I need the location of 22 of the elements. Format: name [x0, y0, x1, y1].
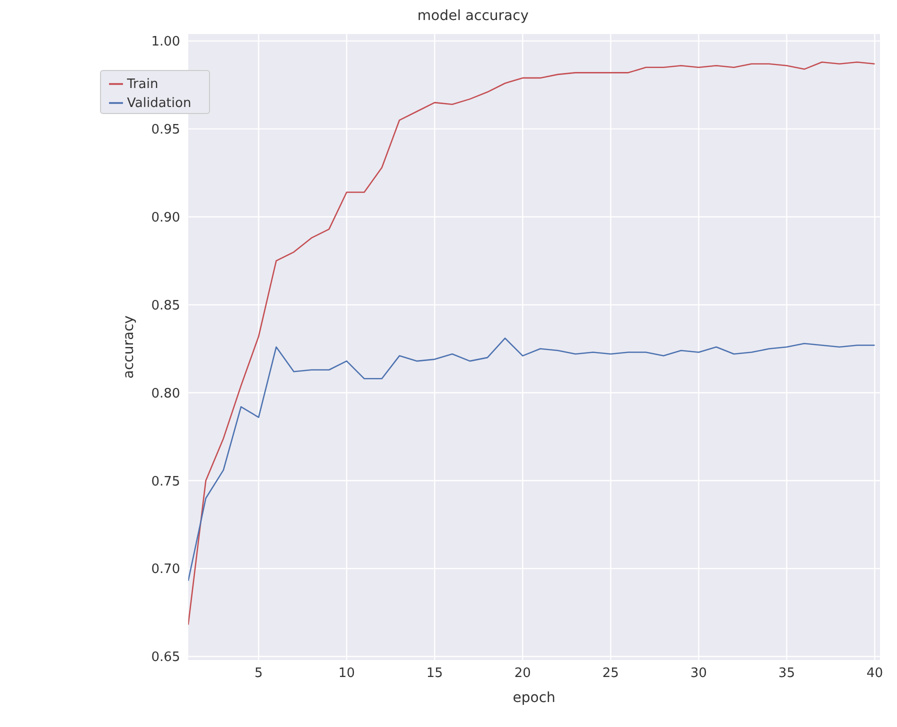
x-tick-label: 15 — [426, 666, 443, 682]
x-tick-label: 30 — [690, 666, 707, 682]
legend-label: Train — [127, 77, 158, 92]
y-tick-label: 0.65 — [151, 650, 180, 666]
x-tick-label: 40 — [866, 666, 883, 682]
y-tick-label: 1.00 — [151, 34, 180, 50]
y-tick-label: 0.70 — [151, 562, 180, 578]
x-tick-label: 20 — [514, 666, 531, 682]
y-tick-label: 0.85 — [151, 298, 180, 314]
y-tick-label: 0.95 — [151, 122, 180, 138]
line-series — [188, 338, 876, 582]
legend-label: Validation — [127, 96, 192, 111]
chart-title: model accuracy — [416, 8, 530, 26]
x-tick-label: 35 — [778, 666, 795, 682]
y-tick-label: 0.75 — [151, 474, 180, 490]
y-tick-label: 0.80 — [151, 386, 180, 402]
y-tick-label: 0.90 — [151, 210, 180, 226]
x-tick-label: 25 — [602, 666, 619, 682]
x-tick-label: 5 — [254, 666, 263, 682]
y-axis-title: accuracy — [121, 315, 138, 379]
x-tick-label: 10 — [338, 666, 355, 682]
x-axis-title: epoch — [512, 690, 556, 706]
